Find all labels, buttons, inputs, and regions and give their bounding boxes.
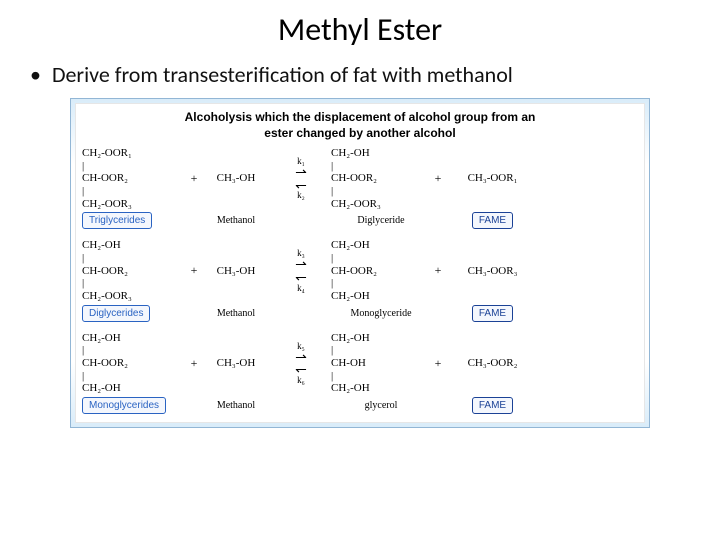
product-2: CH₃-OOR₂ <box>445 357 540 370</box>
plus-icon: + <box>431 263 445 278</box>
diagram-heading: Alcoholysis which the displacement of al… <box>82 110 638 141</box>
k-bot: k₆ <box>297 376 305 385</box>
plus-icon: + <box>431 171 445 186</box>
plus-icon: + <box>187 356 201 371</box>
label-row: Monoglycerides Methanol glycerol FAME <box>82 397 638 414</box>
reactant-1: CH₂-OH | CH-OOR₂ | CH₂-OH <box>82 332 187 395</box>
product-1: CH₂-OH | CH-OOR₂ | CH₂-OH <box>331 239 431 302</box>
label-fame-box: FAME <box>472 305 513 322</box>
arrow-left-icon: ↽ <box>295 271 307 284</box>
label-row: Diglycerides Methanol Monoglyceride FAME <box>82 305 638 322</box>
label-intermediate: Monoglyceride <box>331 308 431 319</box>
label-intermediate: Diglyceride <box>331 215 431 226</box>
heading-line-1: Alcoholysis which the displacement of al… <box>185 110 536 124</box>
diagram-inner: Alcoholysis which the displacement of al… <box>75 103 645 423</box>
k-bot: k₄ <box>297 284 305 293</box>
plus-icon: + <box>187 263 201 278</box>
label-reactant-box: Triglycerides <box>82 212 152 229</box>
k-bot: k₂ <box>297 191 305 200</box>
plus-icon: + <box>431 356 445 371</box>
label-methanol: Methanol <box>201 215 271 226</box>
reactant-1: CH₂-OOR₁ | CH-OOR₂ | CH₂-OOR₃ <box>82 147 187 210</box>
product-1: CH₂-OH | CH-OH | CH₂-OH <box>331 332 431 395</box>
label-reactant-box: Monoglycerides <box>82 397 166 414</box>
reactant-2: CH₃-OH <box>201 172 271 185</box>
reaction-row: CH₂-OH | CH-OOR₂ | CH₂-OOR₃ + CH₃-OH k₃ … <box>82 239 638 302</box>
product-1: CH₂-OH | CH-OOR₂ | CH₂-OOR₃ <box>331 147 431 210</box>
equilibrium-arrow: k₅ ⇀ ↽ k₆ <box>271 342 331 385</box>
reactant-2: CH₃-OH <box>201 357 271 370</box>
label-methanol: Methanol <box>201 400 271 411</box>
reaction-row: CH₂-OOR₁ | CH-OOR₂ | CH₂-OOR₃ + CH₃-OH k… <box>82 147 638 210</box>
product-2: CH₃-OOR₁ <box>445 172 540 185</box>
reactant-2: CH₃-OH <box>201 265 271 278</box>
reactant-1: CH₂-OH | CH-OOR₂ | CH₂-OOR₃ <box>82 239 187 302</box>
label-reactant-box: Diglycerides <box>82 305 150 322</box>
bullet-text: Derive from transesterification of fat w… <box>30 61 690 88</box>
label-fame-box: FAME <box>472 397 513 414</box>
equilibrium-arrow: k₃ ⇀ ↽ k₄ <box>271 249 331 292</box>
product-2: CH₃-OOR₃ <box>445 265 540 278</box>
label-intermediate: glycerol <box>331 400 431 411</box>
arrow-left-icon: ↽ <box>295 363 307 376</box>
heading-line-2: ester changed by another alcohol <box>264 126 455 140</box>
label-row: Triglycerides Methanol Diglyceride FAME <box>82 212 638 229</box>
diagram-frame: Alcoholysis which the displacement of al… <box>70 98 650 428</box>
label-methanol: Methanol <box>201 308 271 319</box>
reaction-row: CH₂-OH | CH-OOR₂ | CH₂-OH + CH₃-OH k₅ ⇀ … <box>82 332 638 395</box>
slide-title: Methyl Ester <box>0 10 720 49</box>
equilibrium-arrow: k₁ ⇀ ↽ k₂ <box>271 157 331 200</box>
label-fame-box: FAME <box>472 212 513 229</box>
plus-icon: + <box>187 171 201 186</box>
